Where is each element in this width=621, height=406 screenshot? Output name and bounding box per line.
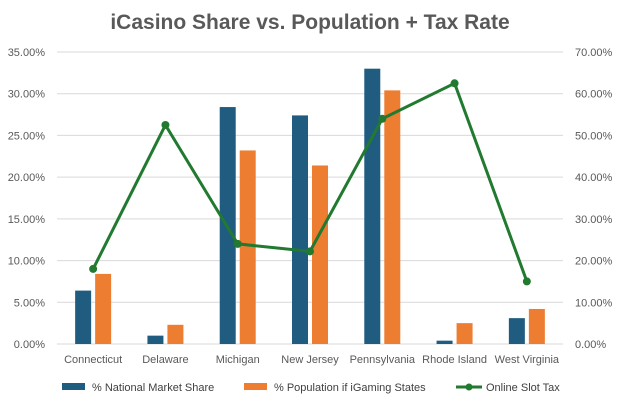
line-point-new-jersey [306,247,314,256]
bar-market-share-new-jersey [292,115,308,344]
right-tick-label: 20.00% [575,256,613,268]
line-point-michigan [233,239,242,248]
line-series [89,79,531,286]
line-point-west-virginia [522,277,531,286]
left-tick-label: 30.00% [8,89,46,101]
legend-swatch [62,383,85,390]
right-tick-label: 60.00% [575,89,613,101]
legend-label: % Population if iGaming States [274,382,426,394]
bar-population-connecticut [95,273,112,344]
chart-title: iCasino Share vs. Population + Tax Rate [110,11,509,34]
legend-label: Online Slot Tax [486,382,560,394]
left-tick-label: 5.00% [14,297,45,309]
left-axis-ticks: 0.00% 5.00% 10.00% 15.00% 20.00% 25.00% 30.00%… [8,47,46,351]
right-tick-label: 10.00% [575,297,613,309]
left-tick-label: 20.00% [8,172,46,184]
line-point-connecticut [89,264,98,273]
bar-population-michigan [239,150,256,344]
category-label: Pennsylvania [350,354,416,366]
left-tick-label: 10.00% [8,256,46,268]
line-point-delaware [161,121,170,129]
category-label: Delaware [142,354,188,366]
left-tick-label: 0.00% [14,339,45,351]
line-point-rhode-island [450,79,459,88]
bar-population-west-virginia [528,308,545,344]
bar-market-share-delaware [147,335,164,344]
bar-population-rhode-island [456,323,473,344]
right-tick-label: 40.00% [575,172,613,184]
left-tick-label: 15.00% [8,214,46,226]
legend-marker [465,383,473,391]
bar-population-new-jersey [312,165,328,344]
x-axis-labels: Connecticut Delaware Michigan New Jersey Pen… [64,354,560,366]
right-tick-label: 70.00% [575,47,613,59]
bar-market-share-connecticut [75,290,92,344]
gridlines [57,51,563,345]
category-label: West Virginia [495,354,560,366]
bar-population-delaware [167,324,184,344]
category-label: Michigan [216,354,260,366]
bar-market-share-pennsylvania [364,68,381,344]
category-label: Connecticut [64,354,122,366]
bar-market-share-rhode-island [436,340,453,344]
legend-label: % National Market Share [92,382,214,394]
category-label: Rhode Island [422,354,487,366]
category-label: New Jersey [281,354,339,366]
line-point-pennsylvania [378,114,387,123]
left-tick-label: 25.00% [8,130,46,142]
right-axis-ticks: 0.00% 10.00% 20.00% 30.00% 40.00% 50.00% 60.00… [575,47,613,351]
right-tick-label: 50.00% [575,130,613,142]
legend: % National Market Share % Population if i… [62,382,560,394]
right-tick-label: 0.00% [575,339,606,351]
bar-population-pennsylvania [384,90,401,345]
legend-swatch [244,383,267,390]
right-tick-label: 30.00% [575,214,613,226]
left-tick-label: 35.00% [8,47,46,59]
bar-market-share-west-virginia [508,318,525,344]
